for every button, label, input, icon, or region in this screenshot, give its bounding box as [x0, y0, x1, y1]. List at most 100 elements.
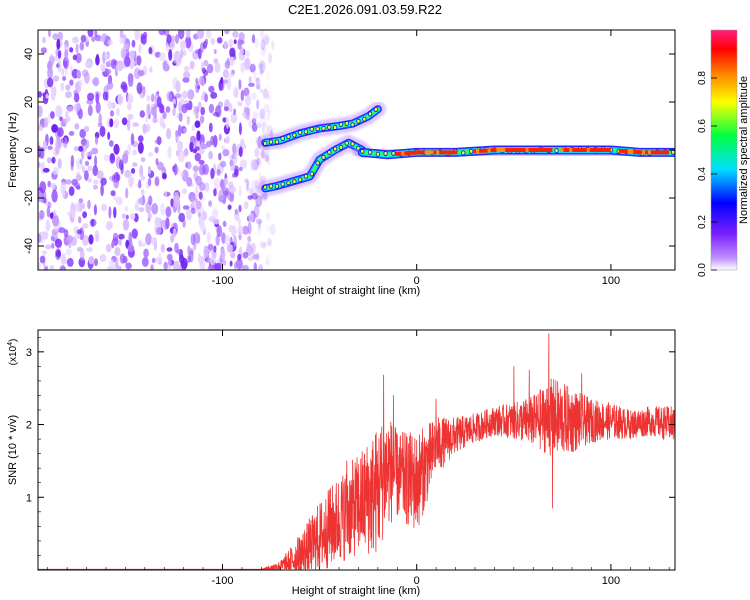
noise-blob	[51, 189, 58, 203]
noise-blob	[228, 39, 233, 48]
noise-blob	[113, 206, 117, 219]
noise-blob	[220, 77, 224, 84]
colorbar: 0.0 0.2 0.4 0.6 0.8 Normalized spectral ampl…	[697, 29, 750, 277]
noise-blob	[197, 253, 201, 263]
noise-blob	[243, 144, 247, 149]
noise-blob	[87, 92, 95, 101]
signal-peak	[560, 148, 565, 152]
noise-blob	[183, 148, 189, 157]
noise-blob	[140, 175, 146, 181]
noise-blob	[238, 146, 243, 158]
signal-knot-core	[462, 151, 465, 155]
noise-blob	[156, 96, 162, 108]
noise-blob	[251, 192, 258, 200]
noise-blob	[47, 114, 51, 124]
noise-blob	[159, 116, 164, 128]
noise-blob	[194, 120, 201, 128]
noise-blob	[162, 63, 170, 72]
noise-blob	[140, 157, 146, 163]
noise-blob	[173, 260, 180, 270]
signal-peak	[499, 148, 503, 152]
signal-peak	[569, 148, 573, 152]
noise-blob	[182, 90, 188, 99]
noise-blob	[198, 191, 203, 200]
noise-blob	[53, 225, 60, 232]
colorbar-tick-label: 0.0	[697, 263, 708, 277]
noise-blob	[176, 249, 184, 255]
noise-blob	[108, 140, 114, 147]
signal-knot-core	[281, 182, 285, 186]
signal-peak	[566, 148, 570, 152]
noise-blob	[233, 108, 237, 116]
noise-blob	[187, 89, 195, 100]
snr-x-tick-label: 100	[602, 575, 620, 587]
noise-blob	[77, 246, 83, 252]
noise-blob	[94, 230, 100, 242]
noise-blob	[240, 62, 246, 73]
noise-blob	[42, 139, 48, 151]
signal-peak	[583, 148, 588, 152]
signal-peak	[418, 150, 423, 155]
signal-knot-core	[339, 122, 343, 126]
spectrogram-y-axis: -40 -20 0 20 40	[23, 48, 675, 254]
noise-blob	[166, 128, 172, 140]
signal-knot-core	[304, 174, 308, 178]
noise-blob	[263, 103, 270, 113]
noise-blob	[267, 105, 274, 114]
signal-peak	[514, 148, 518, 152]
noise-blob	[239, 159, 247, 169]
noise-blob	[165, 106, 171, 113]
noise-blob	[238, 247, 242, 255]
signal-peak	[519, 148, 524, 152]
noise-blob	[39, 209, 45, 220]
noise-blob	[155, 158, 159, 166]
noise-blob	[137, 69, 145, 77]
noise-blob	[140, 242, 146, 247]
signal-peak	[627, 149, 632, 154]
noise-blob	[221, 145, 226, 151]
snr-x-label: Height of straight line (km)	[292, 585, 420, 597]
snr-y-label: SNR (10 * v/v)	[7, 415, 19, 485]
noise-blob	[47, 66, 53, 79]
noise-blob	[100, 37, 106, 42]
noise-blob	[78, 145, 84, 152]
noise-blob	[173, 195, 180, 208]
noise-blob	[125, 214, 129, 220]
noise-blob	[61, 253, 66, 266]
noise-blob	[82, 223, 89, 229]
noise-blob	[148, 47, 153, 55]
noise-blob	[51, 123, 58, 133]
noise-blob	[253, 204, 260, 218]
noise-blob	[129, 50, 135, 60]
noise-blob	[150, 264, 154, 270]
noise-blob	[208, 122, 213, 133]
noise-blob	[158, 30, 166, 36]
noise-blob	[210, 135, 215, 146]
noise-blob	[259, 30, 265, 40]
noise-blob	[52, 214, 60, 227]
noise-blob	[208, 103, 215, 114]
noise-blob	[50, 111, 55, 119]
noise-blob	[239, 46, 245, 56]
noise-blob	[64, 49, 69, 59]
noise-blob	[166, 247, 173, 252]
noise-blob	[268, 52, 273, 64]
noise-blob	[210, 168, 215, 180]
snr-multiplier-label: (x104)	[7, 339, 19, 366]
noise-blob	[138, 207, 145, 213]
noise-blob	[260, 38, 265, 51]
noise-blob	[77, 80, 83, 86]
noise-blob	[157, 161, 164, 171]
noise-blob	[88, 256, 95, 265]
signal-knot-core	[316, 127, 320, 131]
noise-blob	[194, 152, 201, 162]
noise-blob	[250, 159, 256, 172]
noise-blob	[195, 81, 200, 94]
noise-blob	[63, 118, 68, 125]
noise-blob	[132, 149, 138, 156]
signal-peak	[525, 148, 530, 152]
noise-blob	[45, 93, 49, 99]
noise-blob	[47, 77, 54, 88]
noise-blob	[266, 125, 273, 137]
spectrogram-x-axis: -100 0 100	[211, 30, 620, 287]
